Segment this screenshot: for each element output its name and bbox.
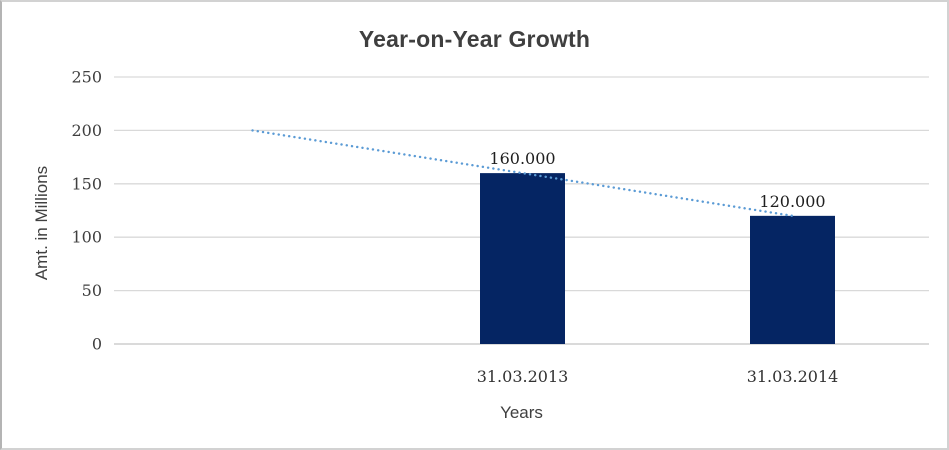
x-axis-title: Years: [500, 403, 543, 422]
category-label: 31.03.2013: [477, 367, 569, 386]
bar-data-label: 160.000: [489, 149, 555, 168]
bar-31.03.2014[interactable]: [750, 215, 835, 344]
y-tick-label: 200: [71, 121, 102, 140]
category-label: 31.03.2014: [747, 367, 839, 386]
bar-data-label: 120.000: [759, 192, 825, 211]
bar-31.03.2013[interactable]: [480, 173, 565, 344]
y-tick-label: 150: [71, 174, 102, 193]
trendline[interactable]: [251, 129, 794, 218]
y-tick-label: 100: [71, 228, 102, 247]
chart-title: Year-on-Year Growth: [358, 26, 591, 52]
y-tick-label: 0: [92, 335, 102, 354]
y-tick-label: 50: [82, 281, 102, 300]
y-tick-label: 250: [71, 68, 102, 87]
